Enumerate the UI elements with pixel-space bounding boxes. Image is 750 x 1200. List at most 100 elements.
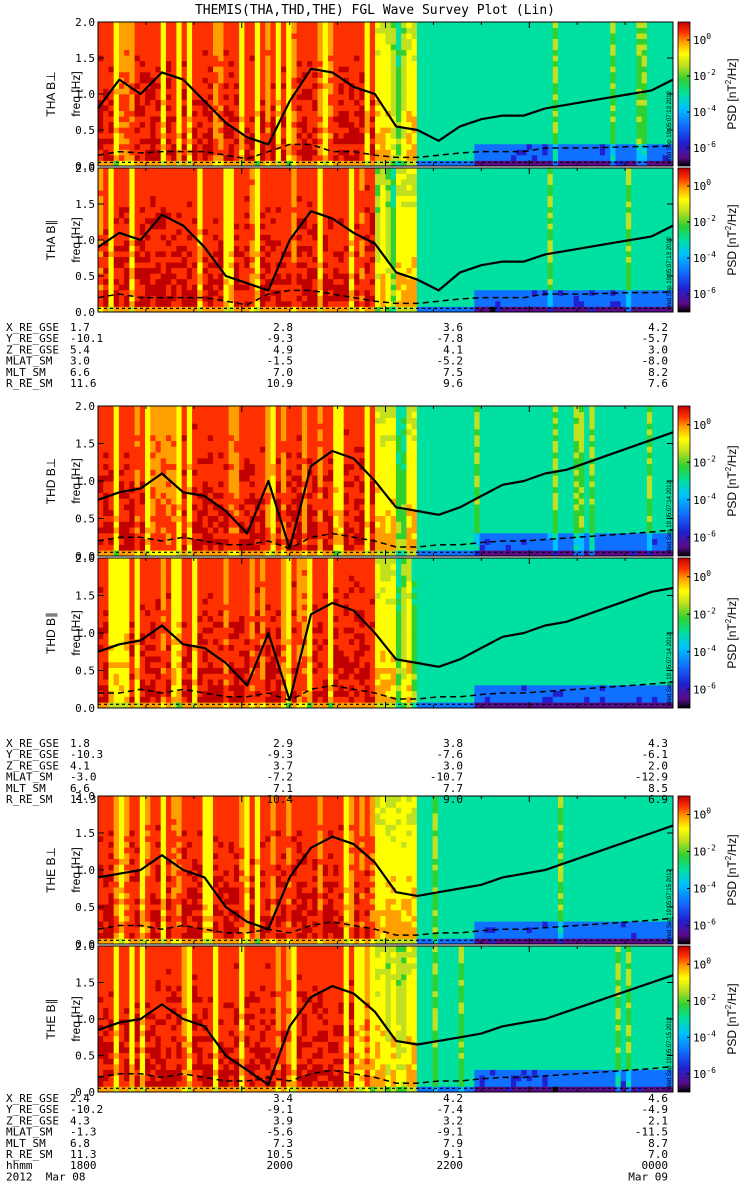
spectrogram-cell (192, 160, 198, 167)
spectrogram-cell (448, 138, 454, 145)
spectrogram-cell (443, 184, 449, 191)
spectrogram-cell (244, 105, 250, 112)
spectrogram-cell (328, 33, 334, 40)
spectrogram-cell (197, 154, 203, 161)
spectrogram-cell (547, 99, 554, 106)
spectrogram-cell (359, 240, 365, 246)
spectrogram-cell (129, 245, 135, 252)
spectrogram-cell (213, 190, 219, 197)
spectrogram-cell (301, 184, 308, 191)
spectrogram-cell (244, 94, 250, 100)
spectrogram-cell (275, 190, 282, 197)
spectrogram-cell (129, 190, 135, 197)
spectrogram-cell (411, 38, 418, 45)
spectrogram-cell (453, 240, 460, 246)
spectrogram-cell (521, 160, 528, 167)
spectrogram-cell (124, 149, 130, 156)
spectrogram-cell (427, 245, 433, 252)
spectrogram-cell (291, 132, 298, 139)
spectrogram-cell (213, 234, 219, 241)
spectrogram-cell (218, 143, 224, 150)
spectrogram-cell (254, 60, 261, 67)
spectrogram-cell (641, 99, 648, 106)
spectrogram-cell (463, 179, 470, 186)
spectrogram-cell (108, 267, 115, 274)
spectrogram-cell (280, 44, 287, 51)
spectrogram-cell (375, 44, 381, 51)
spectrogram-cell (280, 55, 287, 62)
spectrogram-cell (181, 127, 188, 134)
spectrogram-cell (401, 138, 407, 145)
spectrogram-cell (500, 173, 507, 180)
spectrogram-cell (254, 116, 261, 123)
spectrogram-cell (307, 132, 313, 139)
spectrogram-cell (307, 217, 313, 224)
spectrogram-cell (197, 143, 203, 150)
spectrogram-cell (113, 173, 120, 180)
spectrogram-cell (495, 212, 501, 219)
spectrogram-cell (343, 267, 350, 274)
spectrogram-cell (223, 234, 230, 241)
spectrogram-cell (505, 27, 512, 34)
spectrogram-cell (437, 190, 444, 197)
spectrogram-cell (176, 132, 183, 139)
spectrogram-cell (108, 306, 115, 313)
spectrogram-cell (139, 143, 146, 150)
spectrogram-cell (395, 49, 402, 56)
spectrogram-cell (150, 195, 156, 202)
spectrogram-cell (599, 121, 606, 128)
spectrogram-cell (505, 94, 512, 100)
spectrogram-cell (568, 143, 575, 150)
spectrogram-cell (369, 201, 376, 208)
spectrogram-cell (422, 127, 428, 134)
spectrogram-cell (427, 289, 433, 296)
spectrogram-cell (375, 33, 381, 40)
spectrogram-cell (145, 94, 151, 100)
spectrogram-cell (401, 149, 407, 156)
spectrogram-cell (129, 273, 135, 280)
spectrogram-cell (584, 132, 590, 139)
spectrogram-cell (98, 143, 104, 150)
spectrogram-cell (265, 121, 271, 128)
spectrogram-cell (286, 267, 292, 274)
spectrogram-cell (584, 105, 590, 112)
spectrogram-cell (422, 240, 428, 246)
spectrogram-cell (239, 251, 245, 258)
spectrogram-cell (275, 44, 282, 51)
spectrogram-cell (213, 55, 219, 62)
spectrogram-cell (531, 110, 538, 117)
spectrogram-cell (458, 278, 465, 285)
spectrogram-cell (301, 60, 308, 67)
spectrogram-cell (437, 110, 444, 117)
spectrogram-cell (129, 88, 135, 95)
spectrogram-cell (631, 38, 637, 45)
spectrogram-cell (369, 195, 376, 202)
spectrogram-cell (354, 110, 360, 117)
spectrogram-cell (307, 273, 313, 280)
spectrogram-cell (521, 143, 528, 150)
spectrogram-cell (558, 94, 564, 100)
spectrogram-cell (328, 44, 334, 51)
spectrogram-cell (380, 82, 386, 89)
spectrogram-cell (563, 88, 569, 95)
spectrogram-cell (573, 116, 580, 123)
spectrogram-cell (171, 184, 177, 191)
spectrogram-cell (322, 33, 329, 40)
spectrogram-cell (322, 217, 329, 224)
spectrogram-cell (542, 71, 548, 78)
spectrogram-cell (286, 201, 292, 208)
spectrogram-cell (401, 33, 407, 40)
spectrogram-cell (484, 201, 491, 208)
spectrogram-cell (338, 212, 345, 219)
spectrogram-cell (385, 77, 392, 84)
spectrogram-cell (401, 88, 407, 95)
spectrogram-cell (197, 71, 203, 78)
spectrogram-cell (490, 234, 496, 241)
spectrogram-cell (129, 44, 135, 51)
spectrogram-cell (160, 71, 167, 78)
spectrogram-cell (322, 267, 329, 274)
spectrogram-cell (171, 240, 177, 246)
spectrogram-cell (495, 110, 501, 117)
spectrogram-cell (505, 262, 512, 269)
spectrogram-cell (416, 138, 423, 145)
